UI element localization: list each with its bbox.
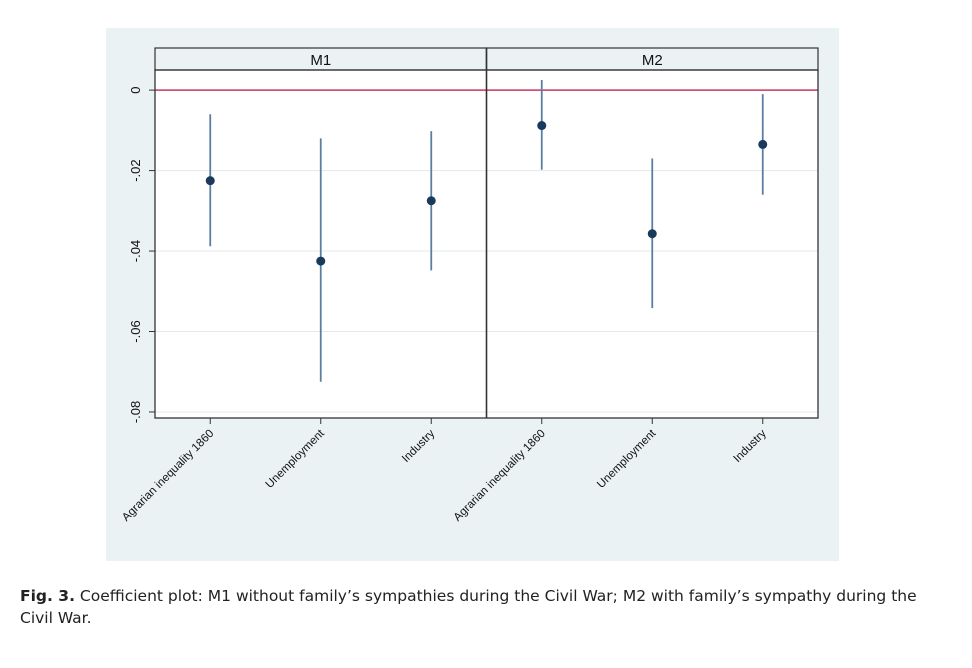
y-tick-label-2: -.04 (128, 240, 143, 262)
caption-text: Coefficient plot: M1 without family’s sy… (20, 587, 917, 627)
estimate-point-M2-2 (758, 139, 768, 149)
x-category-label-M1-0: Agrarian inequality 1860 (120, 428, 216, 524)
x-category-label-M2-0: Agrarian inequality 1860 (452, 428, 548, 524)
panel-title-M2: M2 (642, 52, 663, 69)
caption-label: Fig. 3. (20, 587, 75, 605)
y-tick-label-1: -.02 (128, 159, 143, 181)
y-tick-label-0: 0 (128, 86, 143, 93)
figure-caption: Fig. 3. Coefficient plot: M1 without fam… (20, 585, 935, 629)
estimate-point-M1-1 (316, 256, 326, 266)
estimate-point-M1-2 (426, 196, 436, 206)
y-tick-label-3: -.06 (128, 320, 143, 342)
panel-title-M1: M1 (310, 52, 331, 69)
y-tick-label-4: -.08 (128, 401, 143, 423)
estimate-point-M2-0 (537, 121, 547, 131)
x-category-label-M2-1: Unemployment (595, 427, 659, 491)
x-category-label-M1-1: Unemployment (264, 427, 328, 491)
estimate-point-M1-0 (205, 176, 215, 186)
x-category-label-M2-2: Industry (731, 427, 769, 465)
estimate-point-M2-1 (647, 229, 657, 239)
x-category-label-M1-2: Industry (400, 427, 438, 465)
